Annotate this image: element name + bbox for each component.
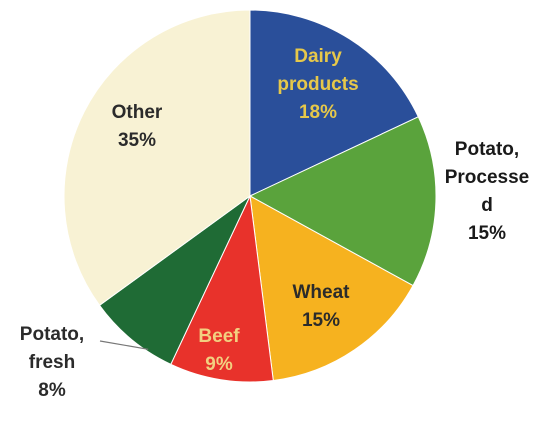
leader-line-potato-fresh	[99, 340, 149, 350]
pie-label-line: products	[277, 74, 358, 95]
pie-leader-lines	[99, 340, 149, 350]
pie-label-line: Beef	[198, 326, 240, 347]
pie-label-potato-fresh: Potato, fresh 8%	[20, 324, 84, 401]
pie-label-line: Processe	[445, 167, 530, 188]
pie-labels: Dairy products 18%Potato, Processe d 15%Wheat…	[20, 46, 529, 401]
pie-label-other: Other 35%	[112, 102, 163, 151]
pie-label-line: d	[481, 195, 493, 216]
pie-label-beef: Beef 9%	[198, 326, 240, 375]
pie-label-line: Wheat	[293, 282, 351, 303]
pie-label-line: 15%	[468, 223, 506, 244]
pie-label-line: Potato,	[455, 139, 519, 160]
pie-label-line: 9%	[205, 354, 233, 375]
pie-slice-dairy-products	[249, 9, 419, 197]
pie-label-line: 8%	[38, 380, 66, 401]
pie-slice-wheat	[249, 195, 414, 382]
pie-slices	[63, 9, 437, 383]
pie-label-potato-processed: Potato, Processe d 15%	[445, 139, 530, 244]
pie-slice-other	[63, 9, 251, 307]
pie-label-wheat: Wheat 15%	[293, 282, 351, 331]
pie-label-dairy-products: Dairy products 18%	[277, 46, 358, 123]
pie-label-line: 35%	[118, 130, 156, 151]
pie-label-line: Potato,	[20, 324, 84, 345]
pie-slice-beef	[170, 194, 274, 383]
pie-label-line: Dairy	[294, 46, 342, 67]
pie-label-line: 15%	[302, 310, 340, 331]
pie-label-line: fresh	[29, 352, 75, 373]
pie-slice-potato-processed	[248, 116, 437, 287]
pie-label-line: 18%	[299, 102, 337, 123]
pie-label-line: Other	[112, 102, 163, 123]
pie-slice-potato-fresh	[98, 195, 251, 365]
